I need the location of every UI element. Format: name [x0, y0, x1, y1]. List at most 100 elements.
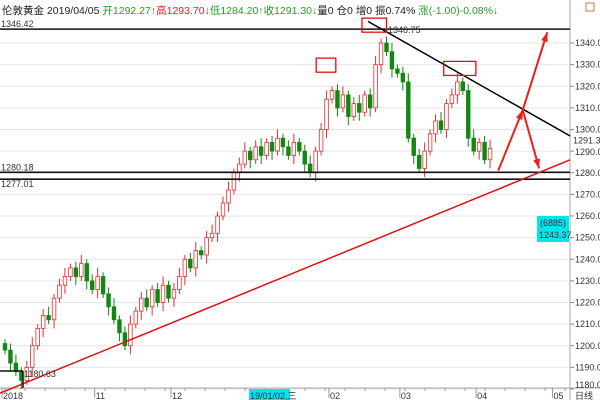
- arrow-head: [533, 158, 540, 169]
- candle-body: [258, 146, 264, 156]
- horizontal-line-label: 1277.01: [1, 179, 34, 189]
- x-tick-label: 12: [172, 391, 182, 400]
- arrow-head: [516, 110, 523, 121]
- y-tick-label: 1320.00: [575, 81, 600, 91]
- candle-body: [367, 94, 373, 109]
- horizontal-line-label: 1346.42: [1, 19, 34, 29]
- peak-label: 1346.75: [388, 25, 421, 35]
- horizontal-line-label: 1280.18: [1, 162, 34, 172]
- candle-body: [73, 267, 79, 277]
- candle-body: [128, 323, 133, 347]
- candle-body: [395, 68, 400, 74]
- y-tick-label: 1280.00: [575, 168, 600, 178]
- x-tick-label: 02: [330, 391, 340, 400]
- candle-body: [155, 289, 160, 303]
- x-tick-label: 03: [401, 391, 411, 400]
- candle-body: [324, 98, 329, 130]
- candle-body: [40, 315, 46, 329]
- candle-body: [84, 263, 89, 282]
- candle-body: [166, 284, 171, 299]
- candle-body: [384, 42, 389, 53]
- y-tick-label: 1230.00: [575, 276, 600, 286]
- candle-body: [215, 215, 220, 234]
- y-tick-label: 1190.00: [575, 362, 600, 372]
- candle-body: [362, 94, 367, 113]
- y-tick-label: 1200.00: [575, 341, 600, 351]
- candle-body: [95, 276, 100, 290]
- candle-body: [226, 189, 231, 204]
- candle-body: [280, 137, 286, 148]
- candle-body: [400, 72, 406, 83]
- candle-body: [351, 103, 356, 117]
- candle-body: [487, 147, 493, 161]
- quote-header: 伦敦黄金 2019/04/05 开1292.27↑高1293.70↓低1284.…: [2, 3, 498, 18]
- candle-body: [231, 172, 237, 191]
- candle-body: [106, 293, 111, 308]
- y-tick-label: 1300.00: [575, 125, 600, 135]
- x-tick-label: 2018: [3, 391, 23, 400]
- candle-body: [8, 349, 13, 364]
- highlight-box: [315, 57, 337, 73]
- cursor-date-box: [249, 389, 290, 400]
- candle-body: [346, 94, 351, 117]
- candle-body: [444, 103, 449, 130]
- highlight-box: [361, 17, 388, 33]
- cursor-price-box: [537, 216, 569, 242]
- candle-body: [411, 137, 416, 156]
- candle-body: [269, 142, 275, 152]
- y-tick-label: 1250.00: [575, 233, 600, 243]
- arrow-head: [541, 32, 548, 43]
- candle-body: [302, 150, 307, 165]
- candle-body: [389, 51, 395, 70]
- quote-date: 2019/04/05: [46, 5, 100, 17]
- high-value: 高1293.70↓: [156, 5, 210, 17]
- candle-body: [160, 284, 166, 303]
- candle-body: [193, 250, 198, 269]
- y-tick-label: 1240.00: [575, 254, 600, 264]
- candle-body: [117, 319, 122, 334]
- volume-value: 量0: [317, 5, 334, 17]
- change-value: 涨(-1.00)-0.08%↓: [418, 5, 499, 17]
- x-tick-label: 05: [553, 391, 563, 400]
- candle-body: [149, 289, 155, 308]
- candle-body: [378, 42, 384, 66]
- candle-body: [2, 343, 8, 351]
- candle-body: [171, 289, 177, 299]
- candle-body: [68, 267, 73, 277]
- window-icon[interactable]: [585, 2, 595, 12]
- candle-body: [182, 258, 188, 277]
- y-tick-label: 1260.00: [575, 211, 600, 221]
- candle-body: [433, 120, 438, 135]
- candle-body: [406, 81, 411, 139]
- candle-body: [209, 232, 215, 239]
- arrow-shaft: [521, 109, 541, 169]
- candle-body: [471, 137, 476, 152]
- candle-body: [144, 297, 149, 308]
- candle-body: [24, 366, 29, 381]
- candle-body: [357, 103, 362, 113]
- cursor-date: 19/01/02,三: [250, 391, 297, 400]
- candle-body: [335, 90, 340, 109]
- candle-body: [318, 129, 324, 152]
- candle-body: [51, 297, 57, 321]
- candle-body: [188, 258, 193, 269]
- cursor-price: 1243.37: [539, 230, 572, 240]
- candle-body: [307, 163, 313, 174]
- candle-body: [79, 263, 84, 277]
- candle-body: [460, 81, 465, 91]
- trend-line: [367, 20, 571, 137]
- candle-body: [248, 150, 253, 161]
- y-tick-label: 1290.00: [575, 147, 600, 157]
- highlight-box: [443, 60, 477, 77]
- y-tick-label: 1210.00: [575, 319, 600, 329]
- candle-body: [340, 94, 346, 109]
- candle-body: [57, 284, 62, 299]
- last-price-label: 1291.30: [573, 135, 600, 145]
- candle-body: [466, 90, 471, 139]
- candle-body: [476, 142, 482, 152]
- period-label[interactable]: 日线: [575, 390, 593, 400]
- candle-body: [329, 90, 335, 100]
- candle-body: [100, 276, 106, 295]
